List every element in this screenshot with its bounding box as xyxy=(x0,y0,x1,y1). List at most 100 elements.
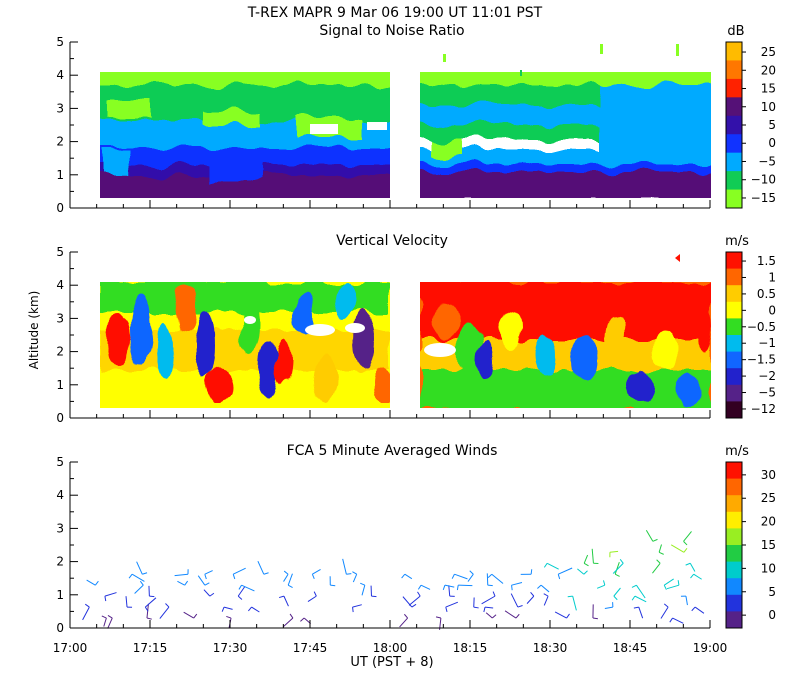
wind-barb xyxy=(86,579,96,586)
colorbar-swatch xyxy=(726,611,742,629)
colorbar-swatch xyxy=(726,528,742,546)
wind-barb xyxy=(652,562,661,574)
wind-barb-flag xyxy=(592,617,598,620)
wind-barb-flag xyxy=(473,606,479,609)
y-tick-label: 3 xyxy=(56,101,64,115)
wind-barb xyxy=(546,562,559,570)
wind-barb xyxy=(352,574,358,583)
wind-barb-flag xyxy=(238,584,242,590)
wind-barb-flag xyxy=(94,580,99,586)
wind-barb-flag xyxy=(566,613,570,619)
wind-barb-flag xyxy=(289,613,294,619)
wind-barb-flag xyxy=(84,603,90,608)
wind-barb xyxy=(233,567,246,575)
vv-heatmap-right xyxy=(420,282,711,408)
colorbar-swatch xyxy=(726,78,742,98)
wind-barb-flag xyxy=(631,584,637,588)
wind-barb-flag xyxy=(435,616,442,619)
wind-barb xyxy=(583,554,589,564)
wind-barb-flag xyxy=(603,580,606,586)
colorbar-label: 1 xyxy=(768,270,776,284)
wind-barb-flag xyxy=(128,573,133,579)
wind-barb xyxy=(604,606,613,610)
wind-barb-flag xyxy=(445,606,448,613)
panel-vv: Vertical Velocity xyxy=(100,233,711,408)
vv-speckle xyxy=(675,254,680,262)
colorbar-swatch xyxy=(726,578,742,596)
wind-barb-flag xyxy=(346,573,352,575)
wind-barb-flag xyxy=(456,585,459,591)
wind-barb-flag xyxy=(658,551,664,555)
wind-barb xyxy=(144,597,157,608)
wind-barb-flag xyxy=(631,595,636,601)
colorbar-label: 0 xyxy=(768,608,776,622)
colorbar-label: 1.5 xyxy=(757,254,776,268)
wind-barb-flag xyxy=(403,613,409,619)
wind-barb xyxy=(577,568,585,575)
wind-barb-flag xyxy=(144,606,149,612)
wind-barb-flag xyxy=(313,591,317,597)
wind-barb xyxy=(467,573,474,582)
wind-barb xyxy=(454,573,468,580)
wind-barb xyxy=(511,582,523,586)
wind-barb xyxy=(609,550,619,553)
colorbar-swatch xyxy=(726,545,742,563)
colorbar-label: −1 xyxy=(758,336,776,350)
wind-barb-flag xyxy=(469,570,474,575)
wind-barb-flag xyxy=(517,604,523,608)
wind-barb xyxy=(693,573,702,580)
panel-title: FCA 5 Minute Averaged Winds xyxy=(287,443,498,459)
colorbar-label: −5 xyxy=(758,386,776,400)
wind-barb xyxy=(307,595,317,603)
colorbars: 25 20 15 10 5 0 −5 −10 −15 1.5 1 0.5 0 −0.5 −1 −1.5 −2 −5… xyxy=(725,41,776,629)
colorbar-frame xyxy=(725,251,743,419)
wind-barb xyxy=(107,617,113,629)
wind-barb xyxy=(361,585,366,596)
wind-barb-flag xyxy=(300,617,305,622)
x-tick-label: 18:00 xyxy=(373,641,408,655)
x-tick-label: 18:45 xyxy=(613,641,648,655)
wind-barb xyxy=(526,595,535,604)
wind-barb-flag xyxy=(204,582,210,586)
wind-barb-flag xyxy=(691,606,696,612)
y-axis-label: Altitude (km) xyxy=(27,291,41,370)
colorbar-label: 0.5 xyxy=(757,287,776,301)
wind-barb-flag xyxy=(442,585,446,591)
wind-barb-flag xyxy=(530,592,535,597)
wind-barb xyxy=(183,611,194,619)
wind-barb xyxy=(342,558,347,575)
wind-barb xyxy=(203,589,211,597)
snr-speckles xyxy=(443,44,679,76)
colorbar-swatch xyxy=(726,561,742,579)
wind-barb xyxy=(204,570,213,575)
x-tick-label: 18:15 xyxy=(453,641,488,655)
y-tick-label: 5 xyxy=(56,35,64,49)
wind-barb xyxy=(282,617,294,628)
wind-barb xyxy=(596,584,605,589)
wind-barb xyxy=(445,601,459,608)
wind-barb-flag xyxy=(193,613,198,619)
colorbar-swatch xyxy=(726,335,742,353)
wind-barb-flag xyxy=(583,570,588,575)
y-tick-label: 1 xyxy=(56,378,64,392)
wind-barb-flag xyxy=(530,569,533,575)
wind-barb xyxy=(694,606,705,614)
y-tick-label: 1 xyxy=(56,588,64,602)
wind-barb-flag xyxy=(237,595,243,600)
wind-barb xyxy=(134,584,144,594)
wind-barb xyxy=(666,584,680,590)
snr-heatmap-left xyxy=(100,72,390,198)
wind-barb-flag xyxy=(330,584,336,587)
x-tick-label: 18:30 xyxy=(533,641,568,655)
x-axis-label: UT (PST + 8) xyxy=(350,655,433,670)
colorbar-label: −15 xyxy=(751,191,776,205)
wind-barb xyxy=(491,573,504,584)
wind-barb-flag xyxy=(209,592,215,597)
wind-barb-flag xyxy=(619,559,624,564)
colorbar-label: 15 xyxy=(761,538,776,552)
wind-barb-flag xyxy=(287,584,293,588)
wind-barb-flag xyxy=(221,606,225,612)
colorbar-swatch xyxy=(726,152,742,172)
wind-barb xyxy=(257,560,265,575)
x-tick-label: 17:30 xyxy=(213,641,248,655)
